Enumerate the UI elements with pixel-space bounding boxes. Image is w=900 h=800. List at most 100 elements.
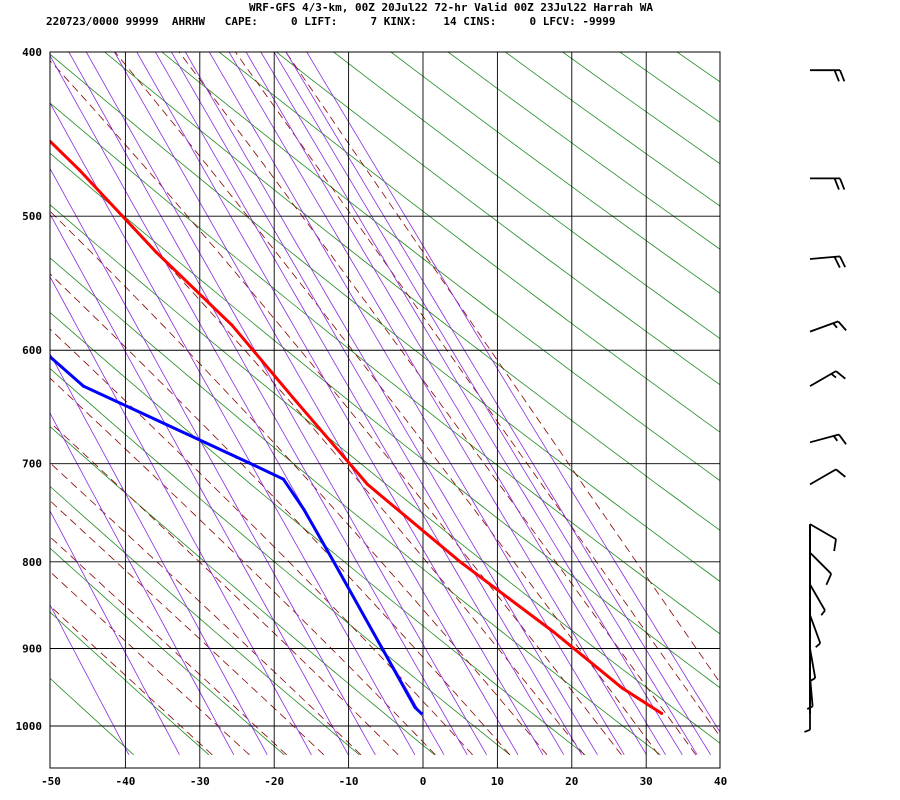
wind-barb-feather bbox=[839, 255, 846, 268]
mixing-ratio-line bbox=[136, 52, 544, 756]
dewpoint-point bbox=[302, 508, 306, 511]
moist-adiabat-line bbox=[50, 421, 399, 756]
x-tick-label-10: 10 bbox=[491, 775, 504, 788]
wind-barb-feather bbox=[837, 320, 847, 331]
dewpoint-point bbox=[380, 647, 384, 650]
dewpoint-point bbox=[419, 711, 423, 715]
dry-adiabat-line bbox=[50, 368, 511, 756]
dry-adiabat-line bbox=[50, 102, 720, 635]
mixing-ratio-line bbox=[185, 52, 598, 756]
dry-adiabat-line bbox=[50, 257, 661, 756]
temperature-point bbox=[660, 711, 664, 715]
dry-adiabat-line bbox=[50, 311, 586, 756]
dry-adiabat-line bbox=[50, 204, 720, 744]
y-tick-label-500: 500 bbox=[22, 210, 42, 223]
wind-barb-feather bbox=[833, 178, 840, 190]
dewpoint-point bbox=[281, 477, 285, 481]
wind-barb-staff bbox=[809, 648, 817, 679]
chart-title: WRF-GFS 4/3-km, 00Z 20Jul22 72-hr Valid … bbox=[249, 1, 653, 14]
wind-barb-feather bbox=[825, 573, 833, 586]
dewpoint-point bbox=[249, 462, 253, 466]
dewpoint-point bbox=[413, 705, 417, 709]
mixing-ratio-line bbox=[273, 52, 698, 756]
mixing-ratio-line bbox=[50, 275, 312, 755]
mixing-ratio-line bbox=[114, 52, 519, 756]
plot-frame bbox=[49, 51, 721, 769]
dry-adiabat-line bbox=[218, 52, 720, 433]
wind-barb-staff bbox=[809, 614, 822, 644]
temperature-point bbox=[291, 396, 295, 400]
moist-adiabat-line bbox=[50, 500, 325, 756]
mixing-ratio-line bbox=[228, 52, 647, 756]
moist-adiabat-line bbox=[234, 52, 720, 738]
wind-barb-layer bbox=[804, 69, 847, 733]
wind-barb bbox=[809, 370, 846, 387]
temperature-line bbox=[50, 139, 664, 715]
wind-barb bbox=[809, 320, 847, 333]
x-tick-label-30: 30 bbox=[640, 775, 653, 788]
moist-adiabat-line bbox=[50, 605, 213, 756]
mixing-ratio-line bbox=[285, 52, 711, 756]
mixing-ratio-line bbox=[85, 52, 487, 756]
dry-adiabat-line bbox=[50, 485, 360, 756]
dry-adiabat-line bbox=[50, 547, 285, 756]
mixing-ratio-line bbox=[68, 52, 468, 755]
temperature-point bbox=[154, 250, 158, 254]
temperature-point bbox=[458, 560, 462, 564]
dry-adiabat-line bbox=[50, 611, 210, 756]
mixing-ratio-line bbox=[50, 510, 180, 755]
dry-adiabat-line bbox=[447, 52, 720, 250]
tick-layer: 400 500 600 700 800 900 1000 -50 -40 -30 -20 -10 0 10… bbox=[16, 46, 728, 788]
wind-barb-staff bbox=[809, 551, 832, 575]
wind-barb-half-feather bbox=[815, 642, 821, 648]
wind-barb bbox=[809, 523, 837, 552]
mixing-ratio-line bbox=[260, 52, 683, 756]
temperature-point bbox=[78, 169, 82, 173]
mixing-ratio-line bbox=[306, 52, 720, 733]
wind-barb-feather bbox=[835, 468, 846, 478]
wind-barb bbox=[804, 699, 811, 733]
dewpoint-point bbox=[81, 384, 85, 388]
wind-barb-half-feather bbox=[830, 373, 837, 379]
wind-barb-feather bbox=[833, 538, 837, 552]
dry-adiabat-line bbox=[333, 52, 720, 340]
mixing-ratio-line bbox=[171, 52, 583, 756]
wind-barb-half-feather bbox=[820, 609, 826, 616]
y-tick-label-900: 900 bbox=[22, 642, 42, 655]
dry-adiabat-line bbox=[104, 52, 720, 531]
wind-barb-feather bbox=[839, 69, 846, 82]
mixing-ratio-line bbox=[50, 352, 268, 755]
wind-barb-feather bbox=[833, 256, 841, 269]
y-tick-label-1000: 1000 bbox=[16, 720, 43, 733]
wind-barb-staff bbox=[809, 676, 814, 707]
wind-barb bbox=[809, 433, 847, 445]
x-tick-label--20: -20 bbox=[264, 775, 284, 788]
moist-adiabat-line bbox=[114, 52, 659, 756]
y-tick-label-700: 700 bbox=[22, 458, 42, 471]
dry-adiabat-line bbox=[161, 52, 720, 482]
moist-adiabat-line bbox=[50, 273, 511, 756]
wind-barb-half-feather bbox=[832, 322, 838, 329]
moist-adiabat-line bbox=[50, 210, 548, 756]
y-tick-label-600: 600 bbox=[22, 344, 42, 357]
wind-barb-feather bbox=[838, 434, 847, 445]
mixing-ratio-line bbox=[50, 412, 235, 755]
dry-adiabat-line bbox=[390, 52, 720, 294]
moist-adiabat-line bbox=[50, 571, 250, 756]
wind-barb bbox=[810, 177, 846, 190]
y-tick-label-800: 800 bbox=[22, 556, 42, 569]
wind-barb-half-feather bbox=[833, 435, 839, 442]
dewpoint-point bbox=[332, 560, 336, 564]
x-tick-label--30: -30 bbox=[190, 775, 210, 788]
wind-barb bbox=[809, 614, 822, 648]
dry-adiabat-line bbox=[50, 425, 435, 756]
wind-barb-feather bbox=[839, 178, 846, 190]
moist-adiabat-line bbox=[285, 52, 720, 684]
dry-adiabat-line bbox=[276, 52, 720, 386]
wind-barb bbox=[810, 69, 846, 82]
wind-barb-staff bbox=[809, 523, 837, 540]
mixing-ratio-line bbox=[50, 213, 349, 755]
wind-barb-staff bbox=[809, 584, 826, 611]
dry-adiabat-line bbox=[50, 53, 720, 582]
